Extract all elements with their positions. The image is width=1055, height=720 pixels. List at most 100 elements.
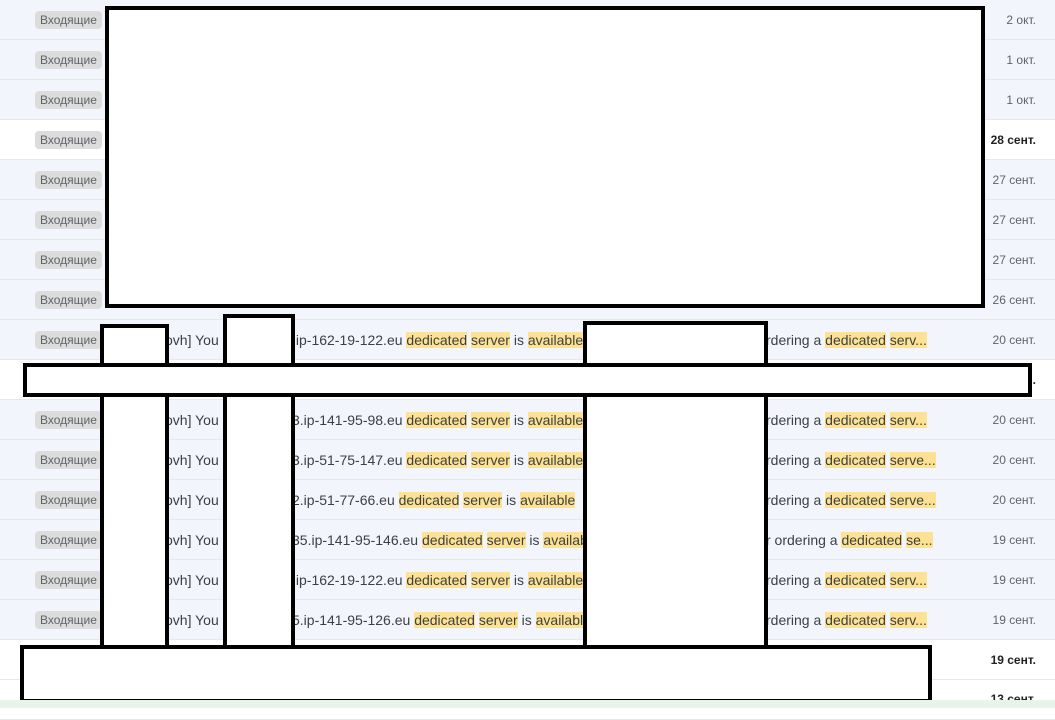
highlight-word: dedicated bbox=[825, 492, 886, 508]
email-subject-text: .ip-162-19-122.eu dedicated server is av… bbox=[292, 330, 584, 350]
inbox-label: Входящие bbox=[35, 11, 102, 29]
highlight-word: se... bbox=[906, 532, 933, 548]
highlight-word: dedicated bbox=[825, 572, 886, 588]
email-date: 26 сент. bbox=[992, 293, 1036, 307]
email-snippet-text: rdering a dedicated serv... bbox=[766, 610, 927, 630]
email-date: 2 окт. bbox=[1006, 13, 1036, 27]
highlight-word: available bbox=[520, 492, 576, 508]
email-subject-text: 3.ip-51-75-147.eu dedicated server is av… bbox=[292, 450, 584, 470]
inbox-label: Входящие bbox=[35, 251, 102, 269]
highlight-word: dedicated bbox=[398, 492, 460, 508]
word: is bbox=[513, 452, 524, 468]
email-row[interactable]: Входящие ovh] You 3.ip-141-95-98.eu dedi… bbox=[0, 400, 1055, 440]
email-row[interactable]: Входящие ovh] You 3.ip-51-75-147.eu dedi… bbox=[0, 440, 1055, 480]
redaction-box bbox=[20, 645, 932, 703]
inbox-label: Входящие bbox=[35, 491, 102, 509]
email-subject-fragment: ovh] You bbox=[165, 412, 219, 428]
email-subject-fragment: ovh] You bbox=[165, 332, 219, 348]
email-date: 27 сент. bbox=[992, 213, 1036, 227]
word: is bbox=[506, 492, 517, 508]
host-text: .ip-162-19-122.eu bbox=[292, 332, 403, 348]
highlight-word: server bbox=[471, 572, 510, 588]
inbox-label: Входящие bbox=[35, 411, 102, 429]
inbox-label: Входящие bbox=[35, 211, 102, 229]
email-subject-text: 5.ip-141-95-126.eu dedicated server is a… bbox=[292, 610, 591, 630]
email-row[interactable]: Входящие ovh] You 35.ip-141-95-146.eu de… bbox=[0, 520, 1055, 560]
inbox-label: Входящие bbox=[35, 571, 102, 589]
highlight-word: available bbox=[527, 452, 584, 468]
highlight-word: dedicated bbox=[406, 412, 468, 428]
email-subject-fragment: ovh] You bbox=[165, 612, 219, 628]
email-subject-fragment: ovh] You bbox=[165, 572, 219, 588]
host-text: .ip-162-19-122.eu bbox=[292, 572, 403, 588]
word: is bbox=[513, 572, 524, 588]
highlight-word: server bbox=[471, 412, 510, 428]
highlight-word: server bbox=[471, 332, 510, 348]
email-date: 19 сент. bbox=[992, 573, 1036, 587]
highlight-word: serve... bbox=[889, 492, 936, 508]
email-date: 19 сент. bbox=[992, 613, 1036, 627]
highlight-word: dedicated bbox=[406, 452, 468, 468]
redaction-box bbox=[105, 6, 985, 308]
host-text: 5.ip-141-95-126.eu bbox=[292, 612, 411, 628]
word: is bbox=[521, 612, 532, 628]
inbox-label: Входящие bbox=[35, 531, 102, 549]
highlight-word: dedicated bbox=[841, 532, 903, 548]
email-subject-text: .ip-162-19-122.eu dedicated server is av… bbox=[292, 570, 584, 590]
email-snippet-text: rdering a dedicated serv... bbox=[766, 410, 927, 430]
email-row[interactable]: Входящие ovh] You 5.ip-141-95-126.eu ded… bbox=[0, 600, 1055, 640]
highlight-word: serv... bbox=[889, 332, 927, 348]
host-text: 35.ip-141-95-146.eu bbox=[292, 532, 419, 548]
email-row[interactable]: Входящие ovh] You .ip-162-19-122.eu dedi… bbox=[0, 560, 1055, 600]
email-date: . bbox=[1032, 373, 1036, 387]
redaction-box bbox=[23, 363, 1032, 397]
word: is bbox=[513, 332, 524, 348]
email-row[interactable]: Входящие ovh] You 2.ip-51-77-66.eu dedic… bbox=[0, 480, 1055, 520]
highlight-word: available bbox=[527, 412, 584, 428]
highlight-word: dedicated bbox=[414, 612, 475, 628]
word: is bbox=[513, 412, 524, 428]
email-date: 1 окт. bbox=[1006, 53, 1036, 67]
highlight-word: dedicated bbox=[406, 332, 468, 348]
email-date: 19 сент. bbox=[990, 653, 1036, 667]
email-subject-fragment: ovh] You bbox=[165, 452, 219, 468]
inbox-label: Входящие bbox=[35, 451, 102, 469]
email-snippet-text: rdering a dedicated serve... bbox=[766, 450, 936, 470]
email-subject-fragment: ovh] You bbox=[165, 532, 219, 548]
email-date: 19 сент. bbox=[992, 533, 1036, 547]
inbox-label: Входящие bbox=[35, 51, 102, 69]
highlight-word: dedicated bbox=[406, 572, 468, 588]
highlight-word: serv... bbox=[889, 412, 927, 428]
highlight-word: serv... bbox=[889, 612, 927, 628]
highlight-word: available bbox=[535, 612, 591, 628]
highlight-word: serve... bbox=[889, 452, 936, 468]
email-date: 28 сент. bbox=[990, 133, 1036, 147]
email-date: 20 сент. bbox=[992, 453, 1036, 467]
email-row[interactable]: Входящие ovh] You .ip-162-19-122.eu dedi… bbox=[0, 320, 1055, 360]
inbox-label: Входящие bbox=[35, 91, 102, 109]
highlight-word: available bbox=[527, 332, 584, 348]
email-snippet-text: rdering a dedicated serv... bbox=[766, 570, 927, 590]
highlight-word: dedicated bbox=[825, 332, 886, 348]
host-text: 2.ip-51-77-66.eu bbox=[292, 492, 395, 508]
email-subject-text: 3.ip-141-95-98.eu dedicated server is av… bbox=[292, 410, 584, 430]
highlight-word: dedicated bbox=[825, 612, 886, 628]
snippet-fragment: rdering a bbox=[766, 492, 822, 508]
word: is bbox=[529, 532, 540, 548]
highlight-word: dedicated bbox=[825, 452, 886, 468]
inbox-label: Входящие bbox=[35, 171, 102, 189]
email-date: 1 окт. bbox=[1006, 93, 1036, 107]
highlight-word: server bbox=[478, 612, 518, 628]
highlight-word: server bbox=[486, 532, 526, 548]
email-date: 20 сент. bbox=[992, 333, 1036, 347]
inbox-label: Входящие bbox=[35, 291, 102, 309]
email-subject-text: 35.ip-141-95-146.eu dedicated server is … bbox=[292, 530, 599, 550]
snippet-fragment: rdering a bbox=[766, 332, 822, 348]
snippet-fragment: rdering a bbox=[766, 412, 822, 428]
snippet-fragment: rdering a bbox=[766, 452, 822, 468]
inbox-label: Входящие bbox=[35, 611, 102, 629]
email-date: 27 сент. bbox=[992, 173, 1036, 187]
bottom-bar bbox=[0, 700, 1055, 708]
snippet-fragment: r ordering a bbox=[766, 532, 838, 548]
inbox-label: Входящие bbox=[35, 331, 102, 349]
